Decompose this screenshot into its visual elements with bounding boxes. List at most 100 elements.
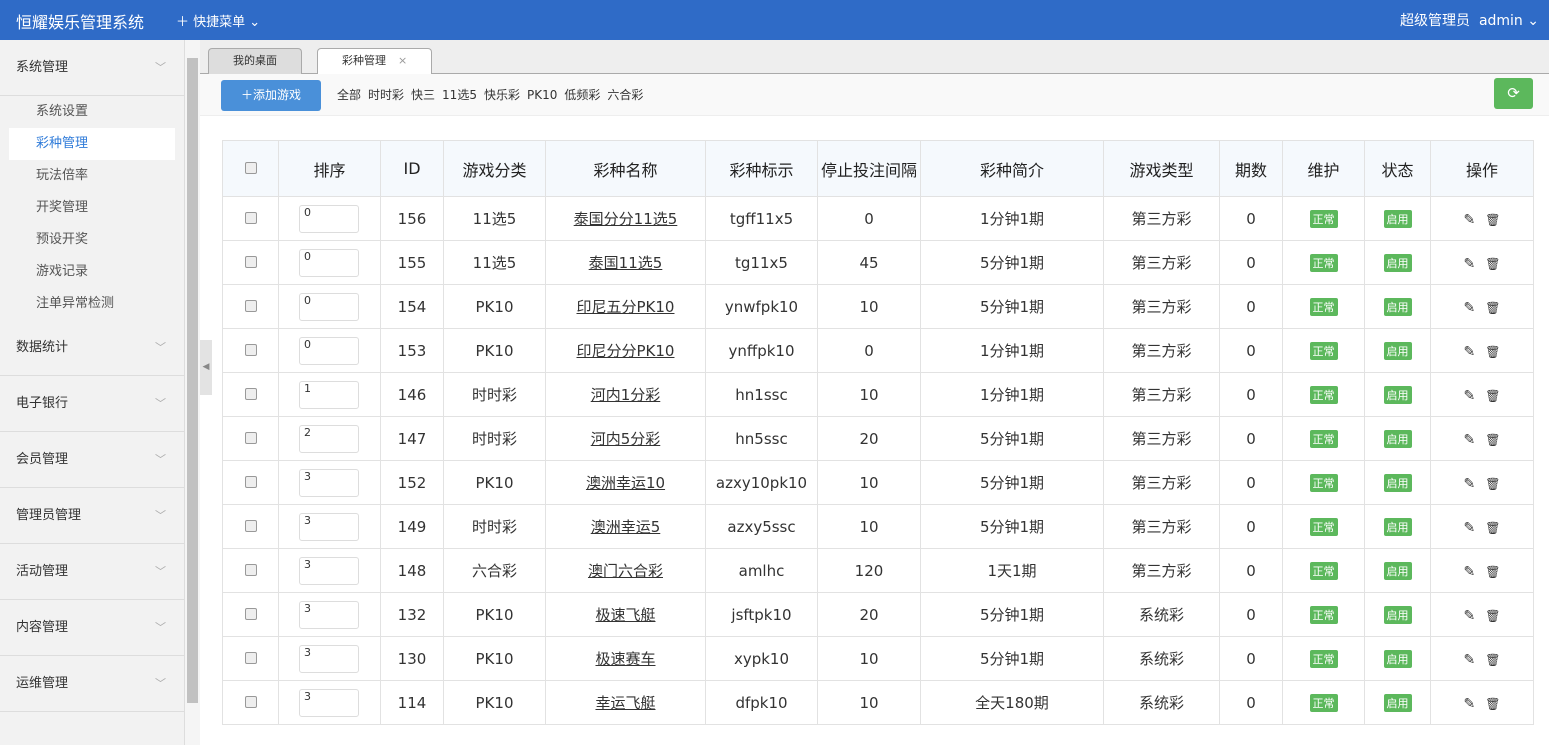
- add-game-button[interactable]: ＋添加游戏: [221, 80, 321, 111]
- status-badge[interactable]: 启用: [1383, 298, 1412, 316]
- status-badge[interactable]: 启用: [1383, 474, 1412, 492]
- sort-order-input[interactable]: 0: [299, 292, 359, 321]
- sort-order-input[interactable]: 3: [299, 556, 359, 585]
- edit-icon[interactable]: ✎: [1463, 431, 1476, 448]
- filter-7[interactable]: 六合彩: [607, 88, 644, 102]
- trash-icon[interactable]: 🗑: [1485, 564, 1501, 579]
- filter-6[interactable]: 低频彩: [564, 88, 601, 102]
- status-badge[interactable]: 启用: [1383, 650, 1412, 668]
- sidebar-group[interactable]: 系统管理 ﹀: [0, 40, 184, 96]
- sort-order-input[interactable]: 3: [299, 600, 359, 629]
- status-badge[interactable]: 启用: [1383, 254, 1412, 272]
- trash-icon[interactable]: 🗑: [1485, 432, 1501, 447]
- trash-icon[interactable]: 🗑: [1485, 344, 1501, 359]
- trash-icon[interactable]: 🗑: [1485, 476, 1501, 491]
- status-badge[interactable]: 启用: [1383, 430, 1412, 448]
- sidebar-group[interactable]: 内容管理 ﹀: [0, 600, 184, 656]
- trash-icon[interactable]: 🗑: [1485, 300, 1501, 315]
- edit-icon[interactable]: ✎: [1463, 607, 1476, 624]
- sidebar-group[interactable]: 会员管理 ﹀: [0, 432, 184, 488]
- maintenance-badge[interactable]: 正常: [1309, 606, 1338, 624]
- maintenance-badge[interactable]: 正常: [1309, 650, 1338, 668]
- sort-order-input[interactable]: 3: [299, 468, 359, 497]
- tab-desktop[interactable]: 我的桌面: [208, 48, 302, 74]
- quick-menu[interactable]: ＋ 快捷菜单 ⌄: [176, 15, 261, 30]
- edit-icon[interactable]: ✎: [1463, 651, 1476, 668]
- user-menu[interactable]: 超级管理员 admin ⌄: [1400, 10, 1539, 30]
- filter-3[interactable]: 11选5: [442, 88, 477, 102]
- sidebar-item[interactable]: 预设开奖: [36, 232, 89, 247]
- maintenance-badge[interactable]: 正常: [1309, 518, 1338, 536]
- status-badge[interactable]: 启用: [1383, 210, 1412, 228]
- scrollbar-thumb[interactable]: [187, 58, 198, 703]
- status-badge[interactable]: 启用: [1383, 342, 1412, 360]
- maintenance-badge[interactable]: 正常: [1309, 562, 1338, 580]
- filter-5[interactable]: PK10: [526, 88, 558, 102]
- maintenance-badge[interactable]: 正常: [1309, 298, 1338, 316]
- sort-order-input[interactable]: 3: [299, 644, 359, 673]
- maintenance-badge[interactable]: 正常: [1309, 430, 1338, 448]
- lottery-name-link[interactable]: 印尼分分PK10: [545, 328, 706, 373]
- edit-icon[interactable]: ✎: [1463, 519, 1476, 536]
- edit-icon[interactable]: ✎: [1463, 299, 1476, 316]
- lottery-name-link[interactable]: 幸运飞艇: [545, 680, 706, 725]
- row-checkbox[interactable]: [244, 475, 257, 488]
- sort-order-input[interactable]: 2: [299, 424, 359, 453]
- sidebar-item[interactable]: 开奖管理: [36, 200, 89, 215]
- lottery-name-link[interactable]: 极速赛车: [545, 636, 706, 681]
- refresh-button[interactable]: ⟳: [1494, 78, 1533, 109]
- maintenance-badge[interactable]: 正常: [1309, 342, 1338, 360]
- row-checkbox[interactable]: [244, 651, 257, 664]
- lottery-name-link[interactable]: 极速飞艇: [545, 592, 706, 637]
- maintenance-badge[interactable]: 正常: [1309, 254, 1338, 272]
- edit-icon[interactable]: ✎: [1463, 255, 1476, 272]
- maintenance-badge[interactable]: 正常: [1309, 694, 1338, 712]
- filter-4[interactable]: 快乐彩: [483, 88, 520, 102]
- status-badge[interactable]: 启用: [1383, 694, 1412, 712]
- sidebar-group[interactable]: 管理员管理 ﹀: [0, 488, 184, 544]
- filter-2[interactable]: 快三: [411, 88, 436, 102]
- sort-order-input[interactable]: 0: [299, 204, 359, 233]
- lottery-name-link[interactable]: 泰国11选5: [545, 240, 706, 285]
- sort-order-input[interactable]: 3: [299, 688, 359, 717]
- trash-icon[interactable]: 🗑: [1485, 608, 1501, 623]
- lottery-name-link[interactable]: 河内5分彩: [545, 416, 706, 461]
- lottery-name-link[interactable]: 澳洲幸运5: [545, 504, 706, 549]
- row-checkbox[interactable]: [244, 211, 257, 224]
- lottery-name-link[interactable]: 泰国分分11选5: [545, 196, 706, 241]
- row-checkbox[interactable]: [244, 299, 257, 312]
- edit-icon[interactable]: ✎: [1463, 211, 1476, 228]
- status-badge[interactable]: 启用: [1383, 386, 1412, 404]
- row-checkbox[interactable]: [244, 387, 257, 400]
- edit-icon[interactable]: ✎: [1463, 475, 1476, 492]
- sidebar-item[interactable]: 注单异常检测: [36, 296, 115, 311]
- sort-order-input[interactable]: 3: [299, 512, 359, 541]
- trash-icon[interactable]: 🗑: [1485, 212, 1501, 227]
- edit-icon[interactable]: ✎: [1463, 563, 1476, 580]
- sort-order-input[interactable]: 0: [299, 248, 359, 277]
- collapse-sidebar-button[interactable]: ◀: [200, 340, 212, 395]
- row-checkbox[interactable]: [244, 607, 257, 620]
- status-badge[interactable]: 启用: [1383, 518, 1412, 536]
- trash-icon[interactable]: 🗑: [1485, 388, 1501, 403]
- lottery-name-link[interactable]: 印尼五分PK10: [545, 284, 706, 329]
- row-checkbox[interactable]: [244, 255, 257, 268]
- sort-order-input[interactable]: 0: [299, 336, 359, 365]
- sidebar-group[interactable]: 数据统计 ﹀: [0, 320, 184, 376]
- lottery-name-link[interactable]: 澳洲幸运10: [545, 460, 706, 505]
- row-checkbox[interactable]: [244, 519, 257, 532]
- status-badge[interactable]: 启用: [1383, 562, 1412, 580]
- sidebar-group[interactable]: 运维管理 ﹀: [0, 656, 184, 712]
- sidebar-group[interactable]: 活动管理 ﹀: [0, 544, 184, 600]
- row-checkbox[interactable]: [244, 563, 257, 576]
- maintenance-badge[interactable]: 正常: [1309, 386, 1338, 404]
- sidebar-item[interactable]: 彩种管理: [9, 128, 175, 160]
- sidebar-item[interactable]: 游戏记录: [36, 264, 89, 279]
- trash-icon[interactable]: 🗑: [1485, 652, 1501, 667]
- edit-icon[interactable]: ✎: [1463, 387, 1476, 404]
- sidebar-item[interactable]: 玩法倍率: [36, 168, 89, 183]
- filter-1[interactable]: 时时彩: [368, 88, 405, 102]
- trash-icon[interactable]: 🗑: [1485, 696, 1501, 711]
- sidebar-scrollbar[interactable]: [185, 40, 200, 745]
- row-checkbox[interactable]: [244, 431, 257, 444]
